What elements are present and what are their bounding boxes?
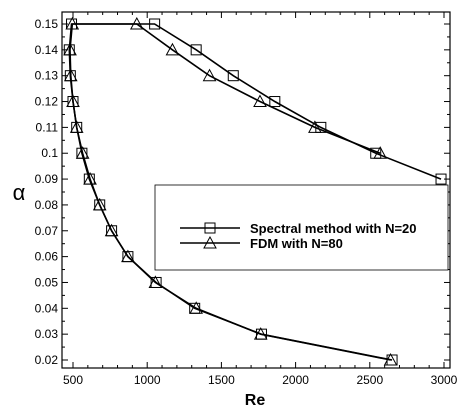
y-tick-label: 0.03	[35, 327, 59, 341]
triangle-marker	[165, 42, 180, 56]
y-axis-title: α	[13, 180, 26, 205]
y-tick-label: 0.02	[35, 353, 59, 367]
triangle-marker	[308, 120, 322, 133]
series-line	[69, 23, 391, 361]
y-tick-label: 0.08	[35, 198, 59, 212]
triangle-marker	[83, 172, 97, 185]
x-tick-label: 1500	[208, 373, 235, 387]
series-triangle	[63, 16, 398, 366]
y-tick-label: 0.07	[35, 224, 59, 238]
y-tick-label: 0.15	[35, 17, 59, 31]
square-marker	[269, 96, 281, 108]
triangle-marker	[104, 223, 119, 237]
y-tick-label: 0.04	[35, 301, 59, 315]
y-tick-label: 0.12	[35, 95, 59, 109]
triangle-marker	[92, 197, 107, 211]
triangle-marker	[202, 68, 217, 82]
triangle-marker	[121, 249, 135, 263]
x-axis-title: Re	[245, 392, 266, 409]
triangle-marker	[66, 94, 80, 108]
x-tick-label: 2000	[282, 373, 309, 387]
y-tick-label: 0.05	[35, 275, 59, 289]
y-tick-label: 0.13	[35, 69, 59, 83]
square-marker	[227, 70, 239, 82]
triangle-marker	[189, 301, 204, 314]
y-tick-label: 0.14	[35, 43, 59, 57]
triangle-marker	[148, 275, 163, 288]
legend-label: Spectral method with N=20	[250, 221, 417, 236]
y-tick-label: 0.1	[41, 146, 58, 160]
triangle-marker	[373, 146, 388, 159]
square-marker	[190, 44, 202, 56]
x-tick-label: 3000	[431, 373, 458, 387]
triangle-marker	[383, 352, 398, 366]
triangle-marker	[69, 120, 84, 133]
triangle-marker	[253, 94, 267, 108]
square-marker	[204, 222, 216, 234]
y-tick-label: 0.11	[36, 120, 59, 134]
x-tick-label: 2500	[356, 373, 383, 387]
triangle-marker	[65, 16, 80, 30]
axes-layer: 500 1000 1500 2000 2500 3000 0.02 0.03 0.04 0.05 0…	[35, 11, 458, 387]
y-tick-label: 0.09	[35, 172, 59, 186]
y-tick-label: 0.06	[35, 250, 59, 264]
triangle-marker	[129, 16, 144, 30]
square-marker	[149, 18, 161, 30]
x-tick-label: 500	[63, 373, 83, 387]
triangle-marker	[203, 235, 217, 249]
triangle-marker	[75, 146, 90, 159]
legend-label: FDM with N=80	[250, 236, 343, 251]
series-layer	[63, 16, 447, 366]
triangle-marker	[253, 327, 268, 340]
x-tick-label: 1000	[134, 373, 161, 387]
plot-frame	[61, 11, 451, 369]
